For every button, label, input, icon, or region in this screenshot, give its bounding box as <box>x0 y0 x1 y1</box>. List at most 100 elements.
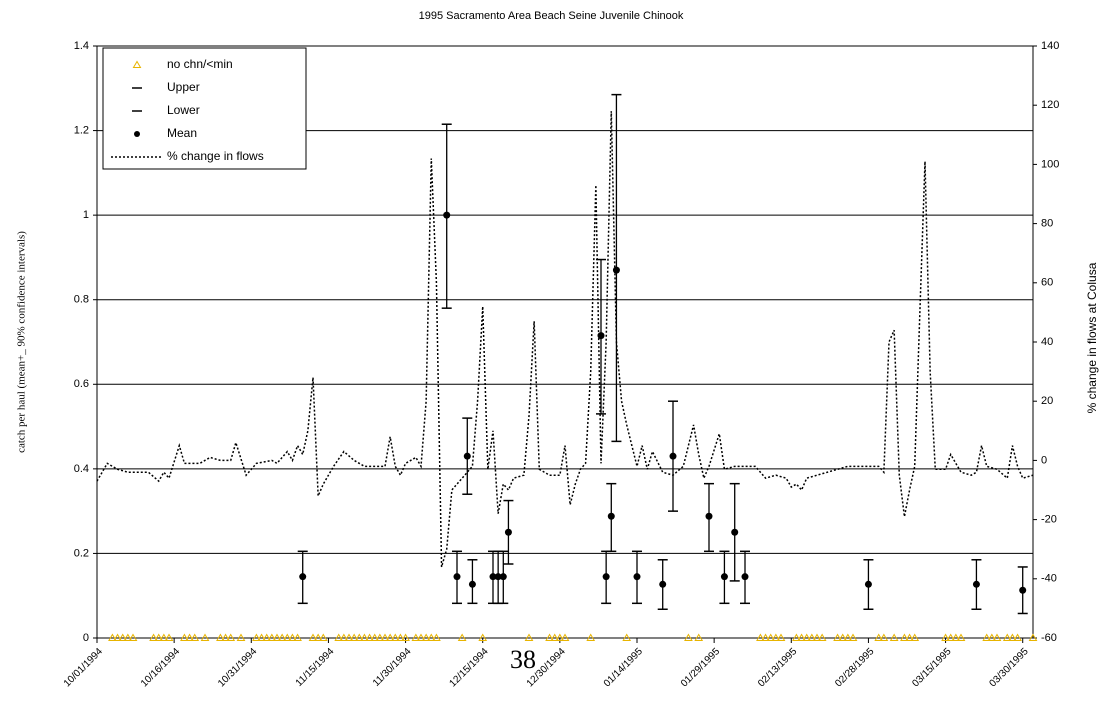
no-catch-marker <box>149 633 158 641</box>
mean-point <box>612 266 620 274</box>
y-tick-label: 1 <box>83 209 89 221</box>
no-catch-marker <box>360 633 369 641</box>
no-catch-marker <box>992 633 1002 641</box>
no-catch-marker <box>344 633 354 641</box>
no-catch-marker <box>370 633 380 641</box>
y2-tick-label: 80 <box>1041 218 1053 230</box>
no-catch-marker <box>838 633 848 641</box>
no-catch-marker <box>293 633 302 641</box>
legend-label: % change in flows <box>167 149 264 163</box>
x-tick-label: 11/30/1994 <box>371 646 414 689</box>
mean-point <box>669 452 677 460</box>
no-catch-marker <box>812 633 822 641</box>
x-tick-label: 03/30/1995 <box>988 646 1031 689</box>
no-catch-marker <box>555 633 565 641</box>
chart-title: 1995 Sacramento Area Beach Seine Juvenil… <box>419 10 684 22</box>
y-tick-label: 0.4 <box>74 463 89 475</box>
no-catch-marker <box>164 633 174 641</box>
no-catch-marker <box>123 633 133 641</box>
no-catch-marker <box>221 633 230 641</box>
no-catch-marker <box>1008 633 1017 641</box>
no-catch-marker <box>956 633 966 641</box>
no-catch-marker <box>180 633 189 641</box>
y-tick-label: 1.2 <box>74 124 89 136</box>
x-tick-label: 03/15/1995 <box>910 646 953 689</box>
y2-tick-label: 40 <box>1041 336 1053 348</box>
y-tick-label: 0 <box>83 632 89 644</box>
no-catch-marker <box>416 633 426 641</box>
no-catch-marker <box>190 633 200 641</box>
no-catch-marker <box>113 633 122 641</box>
no-catch-marker <box>560 633 570 641</box>
no-catch-marker <box>1013 633 1022 641</box>
x-tick-label: 02/28/1995 <box>833 646 876 689</box>
no-catch-marker <box>365 633 374 641</box>
no-catch-marker <box>900 633 909 641</box>
no-catch-marker <box>267 633 277 641</box>
no-catch-marker <box>889 633 899 641</box>
no-catch-marker <box>792 633 801 641</box>
no-catch-marker <box>262 633 272 641</box>
mean-point <box>489 573 497 581</box>
legend-symbol <box>134 131 140 137</box>
mean-point <box>972 580 980 588</box>
no-catch-marker <box>817 633 827 641</box>
x-tick-label: 02/13/1995 <box>756 646 799 689</box>
no-catch-marker <box>226 633 236 641</box>
y2-tick-label: 120 <box>1041 99 1059 111</box>
no-catch-marker <box>797 633 806 641</box>
no-catch-marker <box>586 633 596 641</box>
no-catch-marker <box>200 633 210 641</box>
no-catch-marker <box>159 633 169 641</box>
no-catch-marker <box>354 633 364 641</box>
no-catch-marker <box>318 633 328 641</box>
no-catch-marker <box>622 633 632 641</box>
y-tick-label: 0.6 <box>74 378 89 390</box>
no-catch-marker <box>411 633 421 641</box>
no-catch-marker <box>257 633 266 641</box>
no-catch-marker <box>236 633 246 641</box>
no-catch-marker <box>848 633 858 641</box>
no-catch-marker <box>807 633 817 641</box>
no-catch-marker <box>334 633 344 641</box>
mean-point <box>659 580 667 588</box>
page-number: 38 <box>510 645 536 674</box>
no-catch-marker <box>349 633 359 641</box>
no-catch-marker <box>426 633 436 641</box>
x-tick-label: 12/15/1994 <box>448 646 491 689</box>
mean-point <box>720 573 728 581</box>
mean-point <box>443 211 451 219</box>
no-catch-marker <box>118 633 128 641</box>
mean-point <box>705 512 713 520</box>
no-catch-marker <box>982 633 992 641</box>
no-catch-marker <box>802 633 812 641</box>
y2-tick-label: 20 <box>1041 395 1053 407</box>
no-catch-marker <box>771 633 781 641</box>
no-catch-marker <box>478 633 488 641</box>
y-axis-label: catch per haul (mean+_ 90% confidence in… <box>16 231 28 453</box>
no-catch-marker <box>277 633 287 641</box>
legend-label: Lower <box>167 103 200 117</box>
no-catch-marker <box>879 633 889 641</box>
no-catch-marker <box>761 633 770 641</box>
no-catch-marker <box>756 633 765 641</box>
mean-point <box>463 452 471 460</box>
no-catch-marker <box>216 633 225 641</box>
no-catch-marker <box>390 633 400 641</box>
no-catch-marker <box>987 633 997 641</box>
y2-axis-label: % change in flows at Colusa <box>1085 262 1099 413</box>
no-catch-marker <box>766 633 776 641</box>
no-catch-marker <box>396 633 405 641</box>
no-catch-marker <box>905 633 914 641</box>
legend-box <box>102 47 307 170</box>
x-tick-label: 10/16/1994 <box>139 646 182 689</box>
no-catch-marker <box>128 633 138 641</box>
mean-point <box>633 573 641 581</box>
mean-point <box>864 580 872 588</box>
y2-tick-label: -20 <box>1041 514 1057 526</box>
no-catch-marker <box>1028 633 1038 641</box>
no-catch-marker <box>252 633 261 641</box>
mean-point <box>453 573 461 581</box>
no-catch-marker <box>951 633 961 641</box>
legend-symbol <box>132 60 142 68</box>
